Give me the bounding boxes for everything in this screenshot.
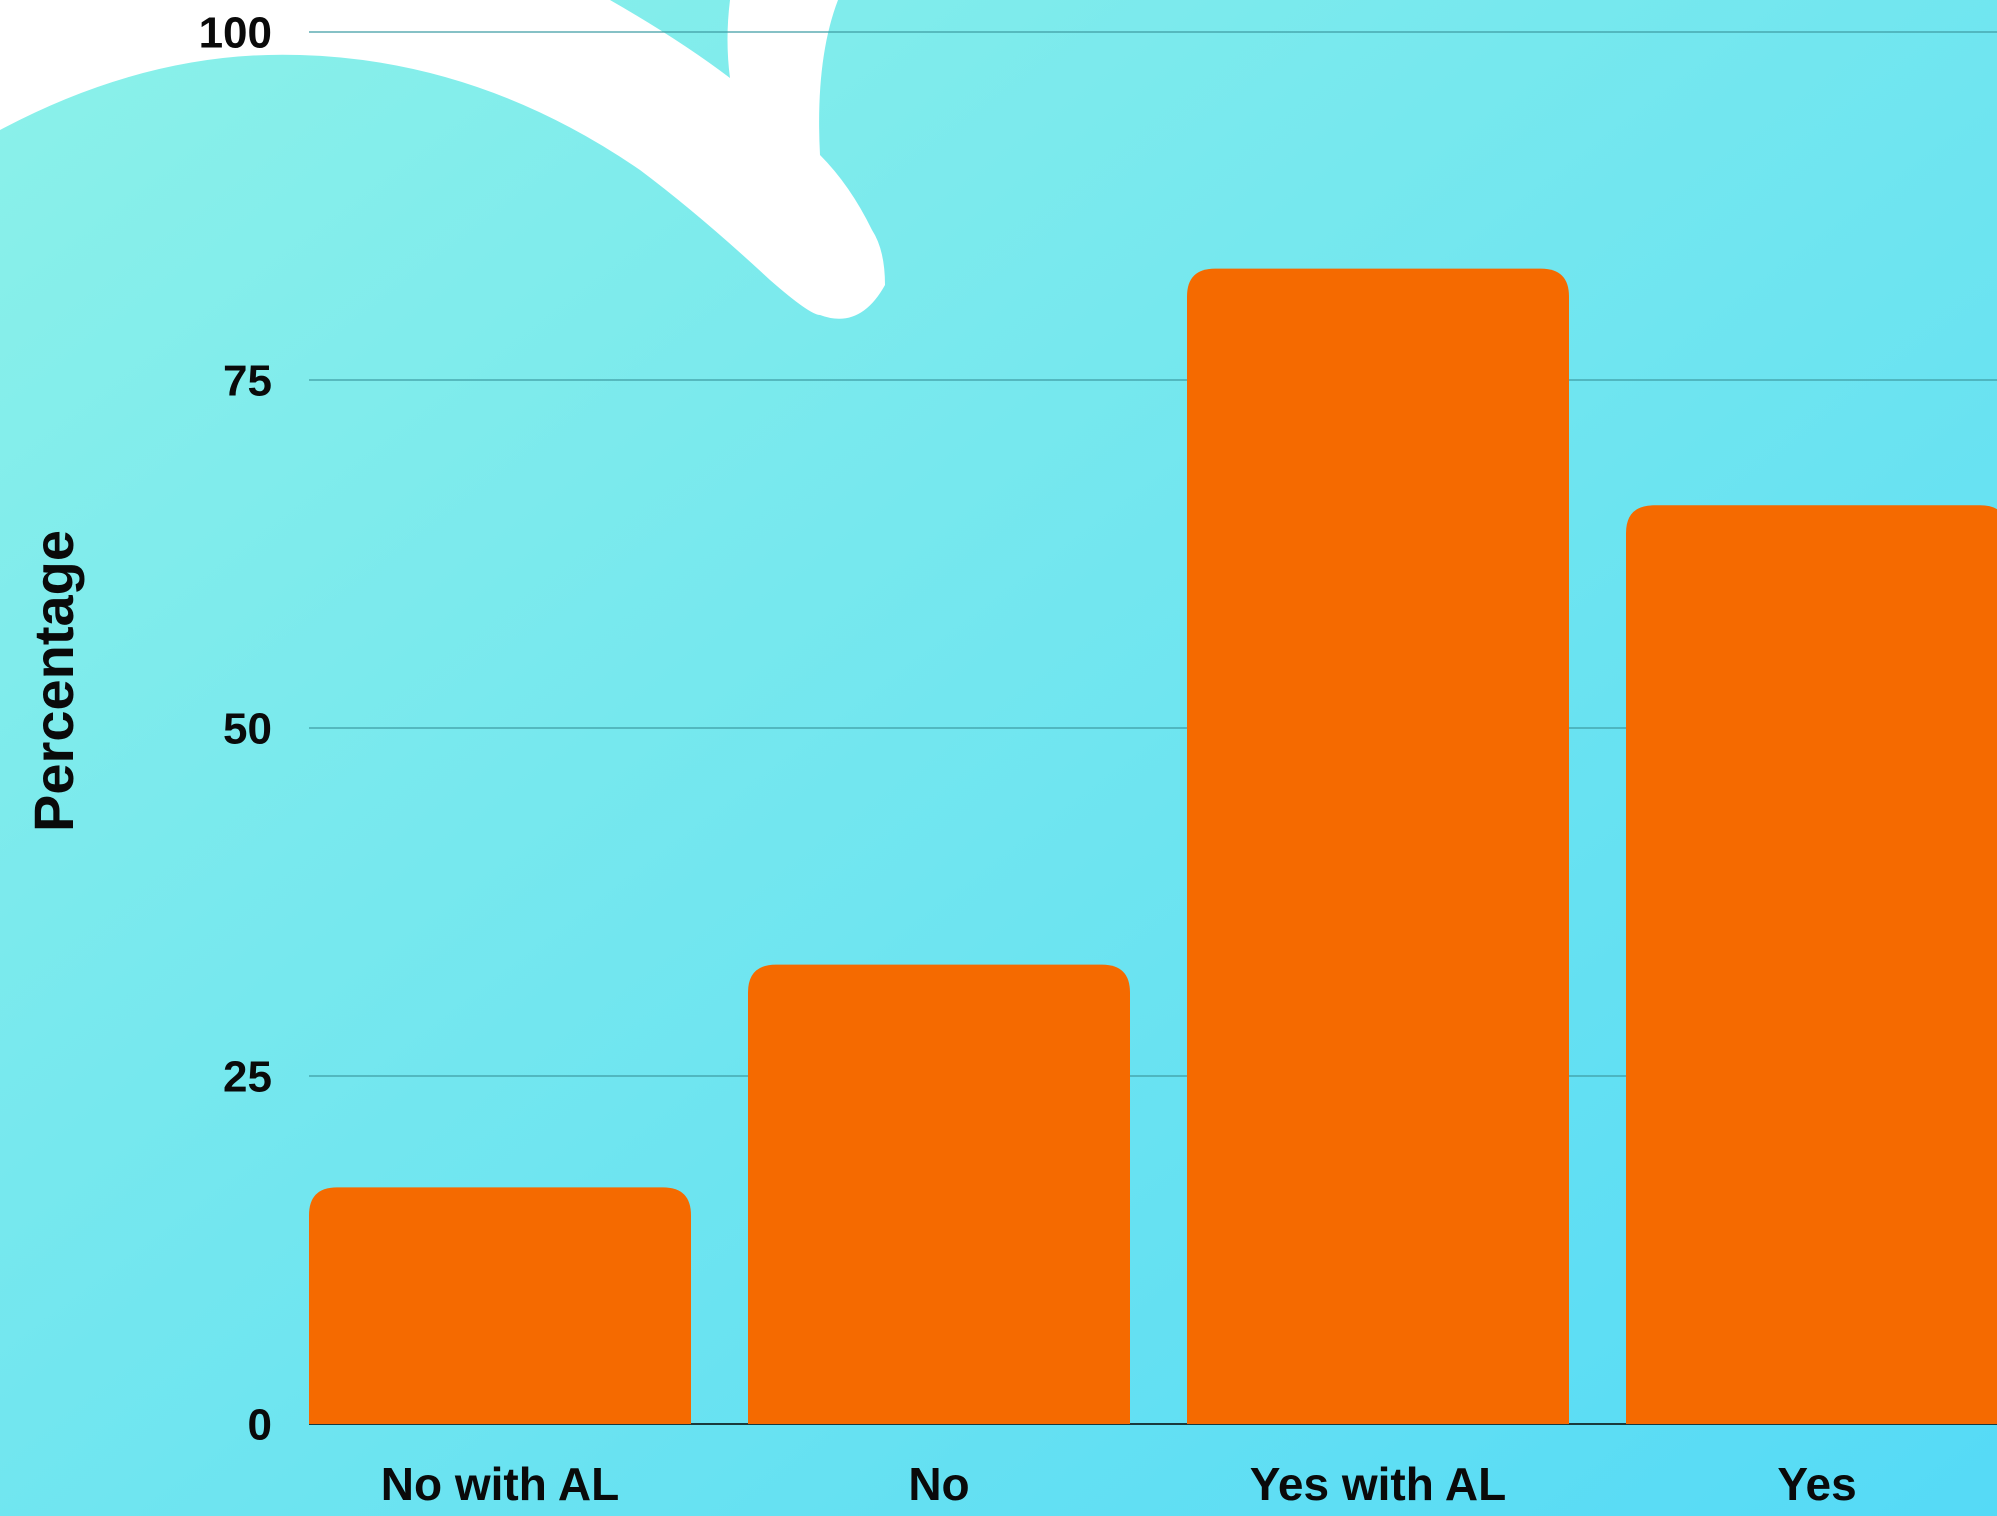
y-tick-label: 75 — [223, 357, 272, 406]
y-axis-label: Percentage — [22, 530, 85, 832]
decorative-swoosh — [0, 0, 885, 319]
y-tick-label: 25 — [223, 1053, 272, 1102]
y-tick-label: 100 — [199, 9, 272, 58]
x-tick-label: No — [908, 1458, 969, 1510]
x-tick-label: No with AL — [381, 1458, 619, 1510]
x-tick-label: Yes with AL — [1250, 1458, 1506, 1510]
y-tick-label: 50 — [223, 705, 272, 754]
bar — [1626, 505, 1997, 1424]
bar — [309, 1187, 691, 1424]
y-tick-label: 0 — [248, 1401, 272, 1450]
bar — [748, 964, 1130, 1424]
bar — [1187, 268, 1569, 1424]
x-tick-label: Yes — [1777, 1458, 1856, 1510]
